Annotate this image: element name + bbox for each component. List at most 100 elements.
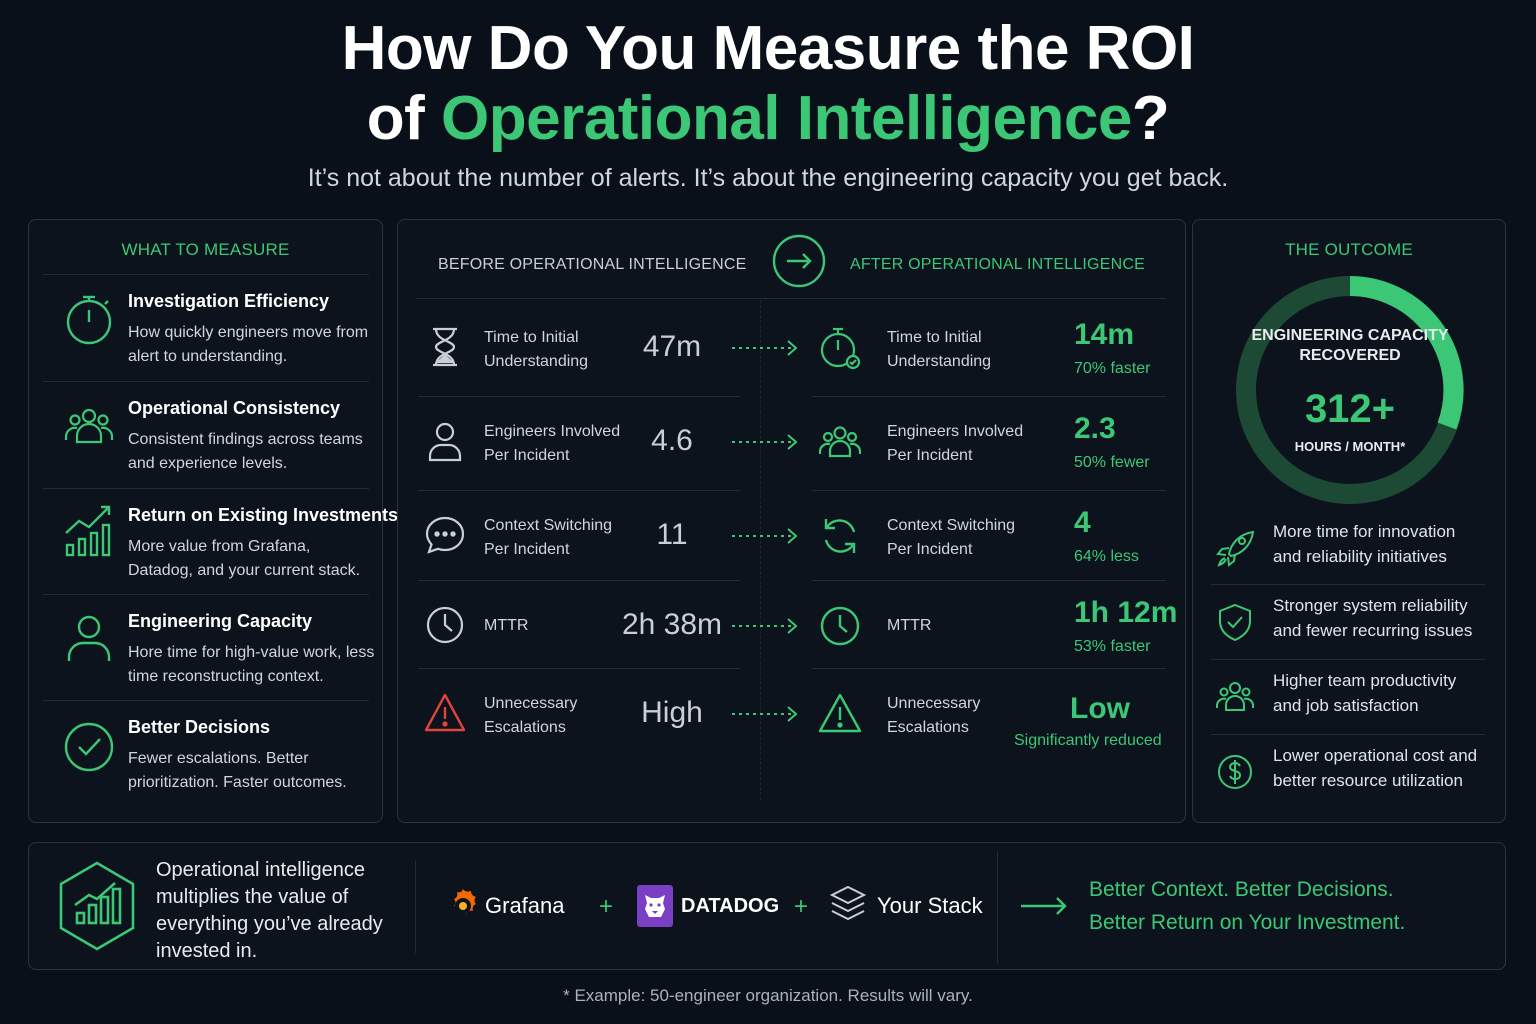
after-label: Time to Initial Understanding <box>887 329 992 370</box>
summary-banner: Operational intelligence multiplies the … <box>28 842 1506 970</box>
measure-item-better-decisions: Better Decisions Fewer escalations. Bett… <box>43 700 369 806</box>
before-label: MTTR <box>484 617 529 634</box>
outcome-text: More time for innovation and reliability… <box>1273 522 1456 566</box>
comparison-row-context-switching: Context Switching Per Incident 11 Contex… <box>398 490 1187 583</box>
dashed-arrow-icon <box>732 340 798 356</box>
row-divider <box>418 580 740 581</box>
after-note: Significantly reduced <box>1014 732 1162 749</box>
after-value: 2.3 <box>1074 412 1116 445</box>
dashed-arrow-icon <box>732 434 798 450</box>
plus-sign: + <box>794 893 809 920</box>
before-value: 4.6 <box>651 424 693 457</box>
dashed-arrow-icon <box>732 618 798 634</box>
outcome-divider <box>1211 734 1485 735</box>
before-after-panel: BEFORE OPERATIONAL INTELLIGENCE AFTER OP… <box>397 219 1186 823</box>
measure-item-operational-consistency: Operational Consistency Consistent findi… <box>43 381 369 487</box>
outcome-heading: THE OUTCOME <box>1285 240 1413 259</box>
stopwatch-check-icon <box>820 327 861 370</box>
donut-label: ENGINEERING CAPACITY RECOVERED <box>1251 327 1449 364</box>
measure-desc: Consistent findings across teams and exp… <box>128 431 363 472</box>
what-to-measure-heading: WHAT TO MEASURE <box>121 240 290 259</box>
comparison-row-escalations: Unnecessary Escalations High Unnecessary… <box>398 668 1187 761</box>
measure-title: Better Decisions <box>128 717 271 737</box>
after-note: 70% faster <box>1074 360 1151 377</box>
grafana-logo-icon <box>454 889 476 914</box>
before-label: Context Switching Per Incident <box>484 517 613 558</box>
measure-title: Operational Consistency <box>128 398 341 418</box>
team-icon <box>64 408 114 444</box>
title-suffix: ? <box>1131 84 1170 153</box>
row-divider <box>418 668 740 669</box>
dashed-arrow-icon <box>732 706 798 722</box>
datadog-label: DATADOG <box>681 895 780 917</box>
arrow-right-circle-icon <box>772 234 826 288</box>
row-divider <box>812 490 1166 491</box>
outcome-text: Lower operational cost and better resour… <box>1273 746 1478 790</box>
outcome-text: Higher team productivity and job satisfa… <box>1273 671 1457 715</box>
comparison-row-mttr: MTTR 2h 38m MTTR 1h 12m 53% faster <box>398 580 1187 673</box>
measure-desc: Fewer escalations. Better prioritization… <box>128 750 347 791</box>
row-divider <box>812 668 1166 669</box>
measure-title: Investigation Efficiency <box>128 291 330 311</box>
clock-icon <box>820 606 860 646</box>
after-label: Engineers Involved Per Incident <box>887 423 1024 464</box>
measure-title: Return on Existing Investments <box>128 505 399 525</box>
title-line-1: How Do You Measure the ROI <box>341 14 1195 83</box>
measure-desc: More value from Grafana, Datadog, and yo… <box>128 538 361 579</box>
dollar-icon <box>1218 755 1252 789</box>
after-value: 4 <box>1074 506 1091 539</box>
refresh-icon <box>824 519 856 553</box>
before-heading: BEFORE OPERATIONAL INTELLIGENCE <box>438 256 747 273</box>
check-circle-icon <box>64 722 114 772</box>
before-label: Unnecessary Escalations <box>484 695 578 736</box>
after-value: Low <box>1070 692 1130 725</box>
after-label: Unnecessary Escalations <box>887 695 981 736</box>
measure-title: Engineering Capacity <box>128 611 313 631</box>
row-divider <box>418 490 740 491</box>
rocket-icon <box>1216 530 1255 567</box>
donut-value: 312+ <box>1304 387 1396 431</box>
grafana-label: Grafana <box>485 893 565 918</box>
donut-unit: HOURS / MONTH* <box>1294 439 1406 454</box>
measure-desc: Hore time for high-value work, less time… <box>128 644 375 685</box>
plus-sign: + <box>599 893 614 920</box>
warning-icon <box>424 693 466 732</box>
center-divider <box>760 300 761 800</box>
outcome-item-reliability: Stronger system reliability and fewer re… <box>1211 584 1485 660</box>
hourglass-icon <box>433 327 457 367</box>
datadog-logo-icon <box>637 885 673 927</box>
banner-divider <box>997 851 998 963</box>
team-icon <box>818 426 862 458</box>
measure-item-return-on-investments: Return on Existing Investments More valu… <box>43 488 398 594</box>
after-heading: AFTER OPERATIONAL INTELLIGENCE <box>850 256 1145 273</box>
stopwatch-icon <box>66 295 112 345</box>
after-note: 50% fewer <box>1074 454 1150 471</box>
before-value: High <box>641 696 703 729</box>
outcome-text: Stronger system reliability and fewer re… <box>1273 596 1473 640</box>
after-label: Context Switching Per Incident <box>887 517 1016 558</box>
tagline: Better Context. Better Decisions. Better… <box>1089 873 1405 939</box>
hexagon-chart-icon <box>59 861 135 951</box>
header-divider <box>416 298 1166 299</box>
measure-item-investigation-efficiency: Investigation Efficiency How quickly eng… <box>43 274 369 380</box>
tagline-line-1: Better Context. Better Decisions. <box>1089 878 1394 901</box>
team-icon <box>1216 682 1254 711</box>
summary-text: Operational intelligence multiplies the … <box>156 859 383 962</box>
arrow-right-icon <box>1021 897 1067 915</box>
capacity-donut-chart <box>1236 276 1464 504</box>
outcome-item-cost: Lower operational cost and better resour… <box>1211 734 1485 814</box>
after-note: 64% less <box>1074 548 1139 565</box>
page-title: How Do You Measure the ROI of Operationa… <box>0 14 1536 154</box>
title-line-2: of Operational Intelligence? <box>0 84 1536 154</box>
what-to-measure-panel: WHAT TO MEASURE Investigation Efficiency… <box>28 219 398 823</box>
measure-desc: How quickly engineers move from alert to… <box>128 324 369 365</box>
person-icon <box>67 615 111 661</box>
clock-icon <box>426 606 464 644</box>
row-divider <box>812 580 1166 581</box>
before-label: Engineers Involved Per Incident <box>484 423 621 464</box>
person-icon <box>428 422 462 462</box>
comparison-row-time-to-understanding: Time to Initial Understanding 47m Time t… <box>398 302 1187 395</box>
after-value: 14m <box>1074 318 1135 351</box>
growth-chart-icon <box>65 505 111 557</box>
outcome-divider <box>1211 659 1485 660</box>
